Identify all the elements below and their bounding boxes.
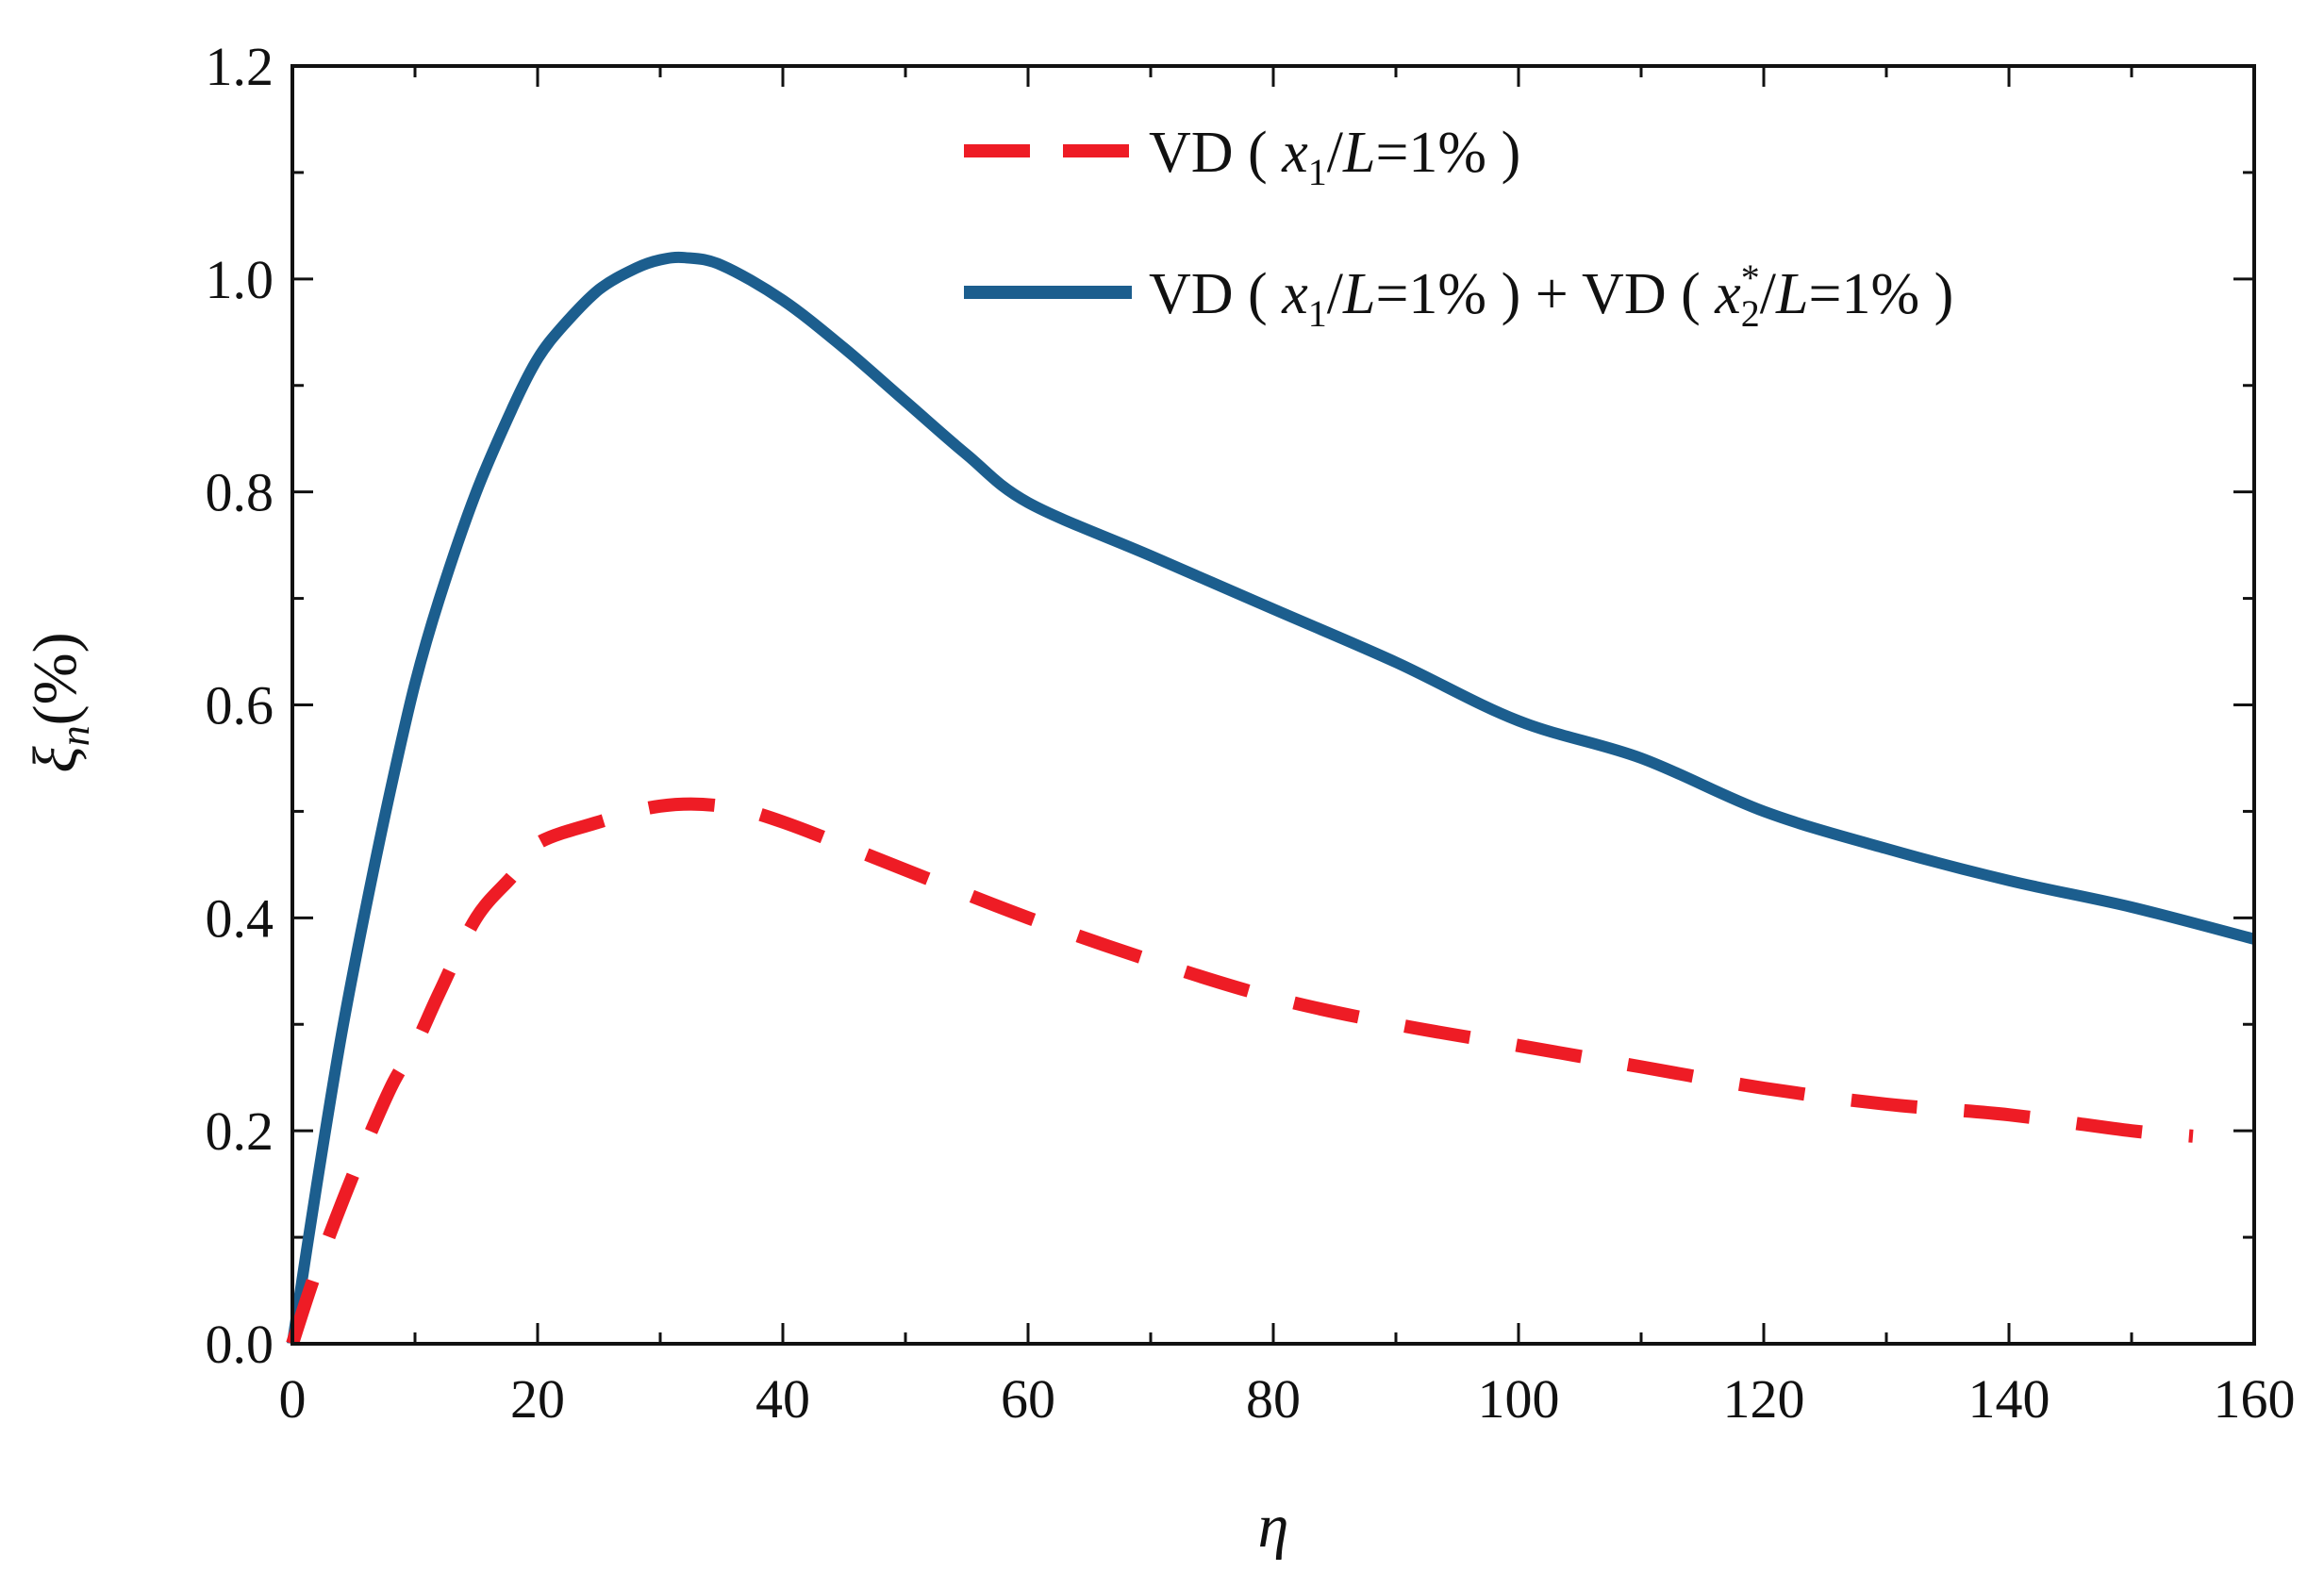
legend-item-solid: VD ( x1/L=1% ) + VD ( x2*/L=1% ) [964,256,1953,335]
y-tick-label: 0.6 [206,675,274,736]
legend-label-dashed: VD ( x1/L=1% ) [1149,121,1520,193]
y-tick-label: 0.4 [206,887,274,949]
y-tick-label: 0.2 [206,1100,274,1162]
x-axis-title: η [1258,1492,1289,1561]
legend-item-dashed: VD ( x1/L=1% ) [964,121,1520,193]
x-tick-label: 60 [1001,1368,1055,1430]
legend: VD ( x1/L=1% ) VD ( x1/L=1% ) + VD ( x2*… [964,121,1953,335]
y-axis-symbol: ξ [21,746,90,773]
axis-ticks [290,64,2256,1346]
x-tick-label: 120 [1723,1368,1805,1430]
x-tick-label: 0 [279,1368,307,1430]
legend-label-solid: VD ( x1/L=1% ) + VD ( x2*/L=1% ) [1149,256,1953,335]
series-line-dashed [286,797,2194,1347]
x-tick-label: 80 [1246,1368,1301,1430]
series-line-solid [287,251,2256,1345]
y-tick-label: 1.2 [206,36,274,97]
y-tick-label: 0.0 [206,1314,274,1375]
x-tick-label: 40 [755,1368,810,1430]
plot-frame [290,64,2256,1346]
y-tick-label: 1.0 [206,249,274,310]
y-axis-unit: (%) [21,632,90,725]
y-tick-label: 0.8 [206,462,274,523]
tick-labels: 0 20 40 60 80 100 120 140 160 0.0 0.2 0.4 0.6 0.8 1.0 1… [206,36,2296,1430]
y-axis-subscript: n [52,725,98,746]
x-tick-label: 20 [510,1368,565,1430]
x-tick-label: 100 [1478,1368,1560,1430]
x-tick-label: 140 [1968,1368,2050,1430]
y-axis-title: ξn(%) [21,632,98,772]
x-tick-label: 160 [2214,1368,2296,1430]
series-layer [286,251,2256,1347]
